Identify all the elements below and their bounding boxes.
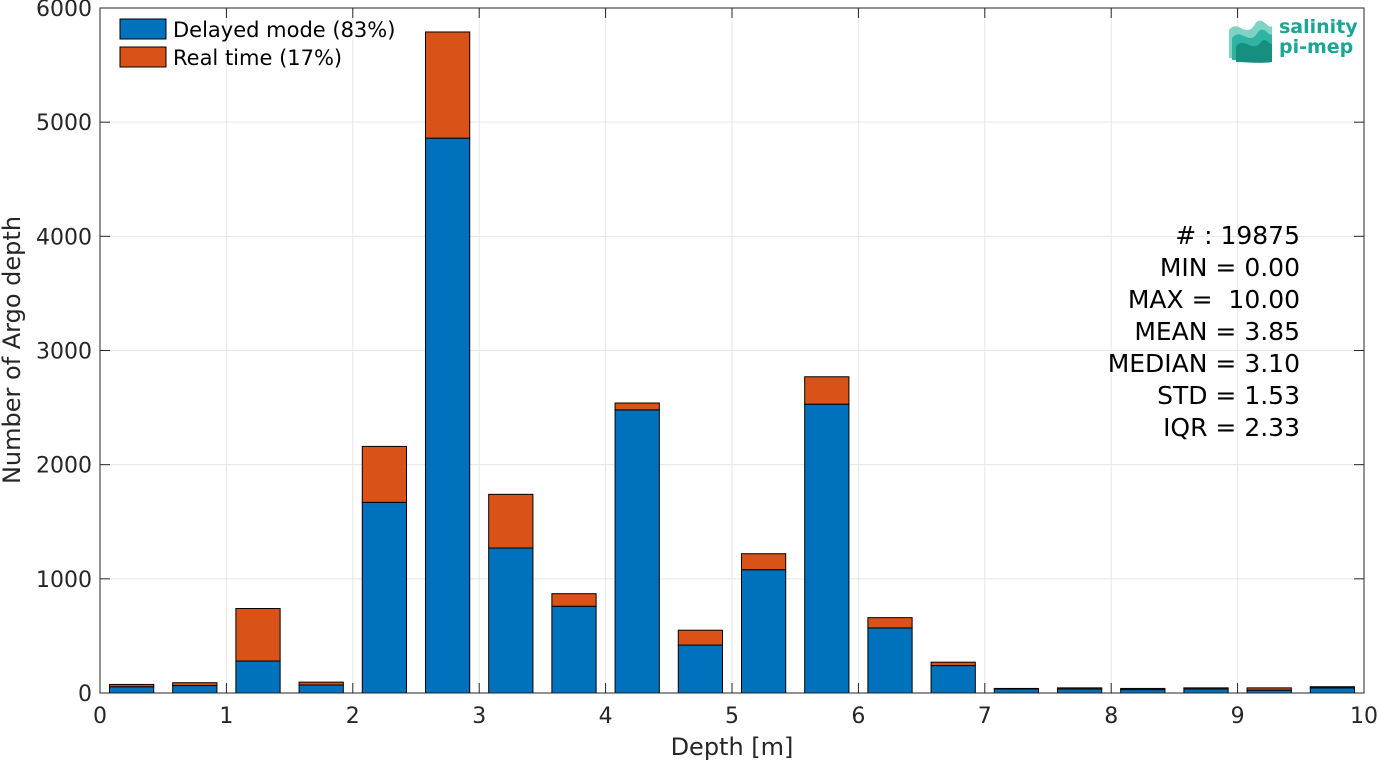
salinity-pi-mep-logo: salinity pi-mep	[1229, 16, 1358, 63]
x-tick-label: 5	[725, 704, 739, 729]
logo-text-pimep: pi-mep	[1279, 36, 1353, 58]
bar-real-time	[740, 553, 787, 571]
bar-delayed-mode	[551, 605, 597, 694]
bar-real-time	[1246, 687, 1292, 691]
bar-real-time	[298, 681, 344, 686]
bar-delayed-mode	[361, 501, 408, 694]
bar-real-time	[551, 593, 597, 607]
bar-real-time	[424, 31, 471, 139]
bar-delayed-mode	[1056, 688, 1103, 694]
tick-marks	[99, 7, 1365, 694]
x-tick-label: 7	[978, 704, 992, 729]
bar-delayed-mode	[1309, 687, 1356, 694]
bar-delayed-mode	[488, 547, 534, 694]
bar-delayed-mode	[1120, 689, 1166, 694]
bar-delayed-mode	[298, 684, 344, 694]
bar-real-time	[361, 445, 408, 503]
bar-real-time	[614, 402, 660, 411]
bar-delayed-mode	[235, 660, 281, 694]
bar-delayed-mode	[614, 409, 660, 694]
bar-real-time	[108, 683, 155, 688]
bar-real-time	[488, 493, 534, 549]
bar-real-time	[235, 608, 281, 662]
y-tick-label: 0	[78, 682, 92, 707]
stat-line: MEAN = 3.85	[1134, 317, 1300, 346]
x-tick-label: 4	[599, 704, 613, 729]
bar-delayed-mode	[867, 627, 913, 694]
bar-real-time	[993, 687, 1040, 690]
stat-line: # : 19875	[1175, 221, 1300, 250]
x-axis-label: Depth [m]	[671, 733, 794, 761]
stat-line: MIN = 0.00	[1160, 253, 1300, 282]
legend-label-realtime: Real time (17%)	[173, 46, 342, 70]
y-tick-label: 5000	[36, 111, 92, 136]
bar-real-time	[867, 617, 913, 629]
bar-real-time	[1183, 687, 1229, 690]
bar-real-time	[1056, 687, 1103, 690]
stat-line: STD = 1.53	[1157, 381, 1300, 410]
bar-delayed-mode	[930, 665, 976, 694]
bar-delayed-mode	[1183, 688, 1229, 694]
y-tick-labels: 0 1000 2000 3000 4000 5000 6000	[36, 0, 92, 707]
bar-delayed-mode	[804, 403, 850, 694]
bar-delayed-mode	[424, 137, 471, 694]
stat-line: MEDIAN = 3.10	[1108, 349, 1300, 378]
x-tick-label: 2	[346, 704, 360, 729]
x-tick-label: 10	[1350, 704, 1378, 729]
legend-swatch-realtime	[119, 46, 167, 68]
y-tick-label: 6000	[36, 0, 92, 22]
y-tick-label: 4000	[36, 225, 92, 250]
stat-line: MAX = 10.00	[1128, 285, 1300, 314]
logo-wave-icon	[1229, 20, 1272, 63]
x-tick-label: 9	[1231, 704, 1245, 729]
bar-real-time	[930, 661, 976, 667]
x-tick-label: 1	[219, 704, 233, 729]
bars-group	[108, 31, 1356, 694]
x-tick-label: 6	[851, 704, 865, 729]
y-tick-label: 1000	[36, 568, 92, 593]
bar-delayed-mode	[172, 685, 218, 694]
y-tick-label: 2000	[36, 454, 92, 479]
bar-delayed-mode	[740, 569, 787, 694]
bar-real-time	[1120, 687, 1166, 691]
stats-box: # : 19875 MIN = 0.00 MAX = 10.00 MEAN = 3.8…	[1108, 221, 1300, 442]
logo-text-salinity: salinity	[1279, 16, 1358, 38]
bar-real-time	[172, 682, 218, 687]
bar-real-time	[1309, 686, 1356, 689]
legend: Delayed mode (83%) Real time (17%)	[119, 18, 395, 70]
x-tick-labels: 0 1 2 3 4 5 6 7 8 9 10	[93, 704, 1378, 729]
x-tick-label: 3	[472, 704, 486, 729]
bar-real-time	[677, 629, 724, 646]
y-tick-label: 3000	[36, 340, 92, 365]
x-tick-label: 0	[93, 704, 107, 729]
y-axis-label: Number of Argo depth	[0, 216, 26, 484]
legend-label-delayed: Delayed mode (83%)	[173, 18, 395, 42]
legend-swatch-delayed	[119, 18, 167, 40]
stat-line: IQR = 2.33	[1163, 413, 1300, 442]
bar-delayed-mode	[993, 688, 1040, 694]
bar-real-time	[804, 376, 850, 405]
bar-delayed-mode	[677, 644, 724, 694]
bar-delayed-mode	[108, 686, 155, 694]
x-tick-label: 8	[1104, 704, 1118, 729]
